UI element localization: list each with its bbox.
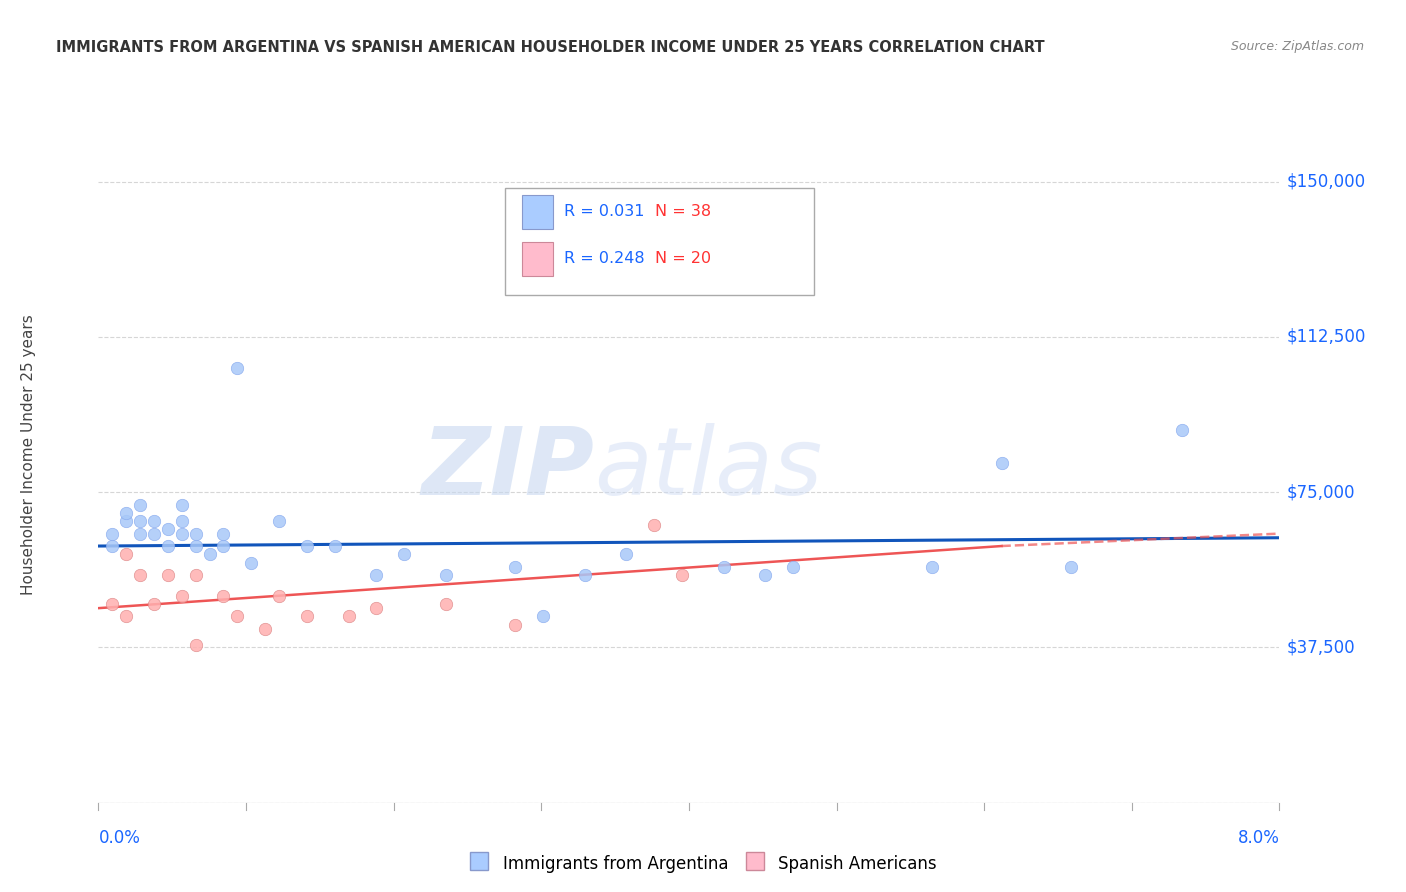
Point bbox=[101, 526, 124, 541]
Point bbox=[143, 597, 166, 611]
Point bbox=[267, 589, 290, 603]
Text: R = 0.031: R = 0.031 bbox=[564, 204, 644, 219]
Point bbox=[170, 526, 193, 541]
Text: IMMIGRANTS FROM ARGENTINA VS SPANISH AMERICAN HOUSEHOLDER INCOME UNDER 25 YEARS : IMMIGRANTS FROM ARGENTINA VS SPANISH AME… bbox=[56, 40, 1045, 55]
Point bbox=[240, 556, 263, 570]
Point bbox=[754, 568, 776, 582]
Point bbox=[129, 498, 152, 512]
Point bbox=[212, 539, 235, 553]
Point bbox=[115, 609, 138, 624]
Point bbox=[184, 568, 207, 582]
Point bbox=[184, 526, 207, 541]
Point bbox=[713, 559, 735, 574]
Point bbox=[212, 589, 235, 603]
Point bbox=[643, 518, 665, 533]
Point bbox=[1171, 423, 1194, 437]
Point bbox=[616, 547, 638, 561]
Text: $37,500: $37,500 bbox=[1286, 639, 1355, 657]
Point bbox=[129, 514, 152, 528]
Point bbox=[295, 609, 318, 624]
Point bbox=[1060, 559, 1083, 574]
Point bbox=[226, 361, 249, 376]
Point bbox=[170, 514, 193, 528]
Point bbox=[156, 539, 179, 553]
Point bbox=[101, 597, 124, 611]
Point bbox=[115, 506, 138, 520]
Text: R = 0.248: R = 0.248 bbox=[564, 252, 645, 266]
Point bbox=[323, 539, 346, 553]
Point bbox=[392, 547, 415, 561]
Point bbox=[366, 601, 388, 615]
Point bbox=[531, 609, 554, 624]
Point bbox=[226, 609, 249, 624]
Text: $150,000: $150,000 bbox=[1286, 172, 1365, 191]
Text: 0.0%: 0.0% bbox=[98, 830, 141, 847]
Text: $75,000: $75,000 bbox=[1286, 483, 1355, 501]
Text: 8.0%: 8.0% bbox=[1237, 830, 1279, 847]
Point bbox=[198, 547, 221, 561]
Text: ZIP: ZIP bbox=[422, 423, 595, 515]
Point bbox=[156, 568, 179, 582]
Point bbox=[170, 498, 193, 512]
Text: N = 20: N = 20 bbox=[655, 252, 711, 266]
Point bbox=[129, 568, 152, 582]
Text: atlas: atlas bbox=[595, 424, 823, 515]
Point bbox=[366, 568, 388, 582]
Point bbox=[295, 539, 318, 553]
Point bbox=[115, 547, 138, 561]
Point bbox=[254, 622, 277, 636]
Point bbox=[990, 456, 1012, 470]
Point bbox=[143, 514, 166, 528]
Point bbox=[434, 597, 457, 611]
Point bbox=[212, 526, 235, 541]
Point bbox=[921, 559, 943, 574]
Text: N = 38: N = 38 bbox=[655, 204, 711, 219]
Point bbox=[129, 526, 152, 541]
Point bbox=[574, 568, 596, 582]
Text: $112,500: $112,500 bbox=[1286, 328, 1365, 346]
Point bbox=[170, 589, 193, 603]
Point bbox=[337, 609, 360, 624]
Point bbox=[671, 568, 693, 582]
Point bbox=[503, 617, 526, 632]
Point bbox=[184, 539, 207, 553]
Text: Source: ZipAtlas.com: Source: ZipAtlas.com bbox=[1230, 40, 1364, 54]
Point bbox=[782, 559, 804, 574]
Point bbox=[101, 539, 124, 553]
Point bbox=[115, 514, 138, 528]
Legend: Immigrants from Argentina, Spanish Americans: Immigrants from Argentina, Spanish Ameri… bbox=[463, 847, 943, 880]
Point bbox=[143, 526, 166, 541]
Point bbox=[184, 639, 207, 653]
Point bbox=[503, 559, 526, 574]
Text: Householder Income Under 25 years: Householder Income Under 25 years bbox=[21, 315, 35, 595]
Point bbox=[434, 568, 457, 582]
Point bbox=[267, 514, 290, 528]
Point bbox=[156, 523, 179, 537]
